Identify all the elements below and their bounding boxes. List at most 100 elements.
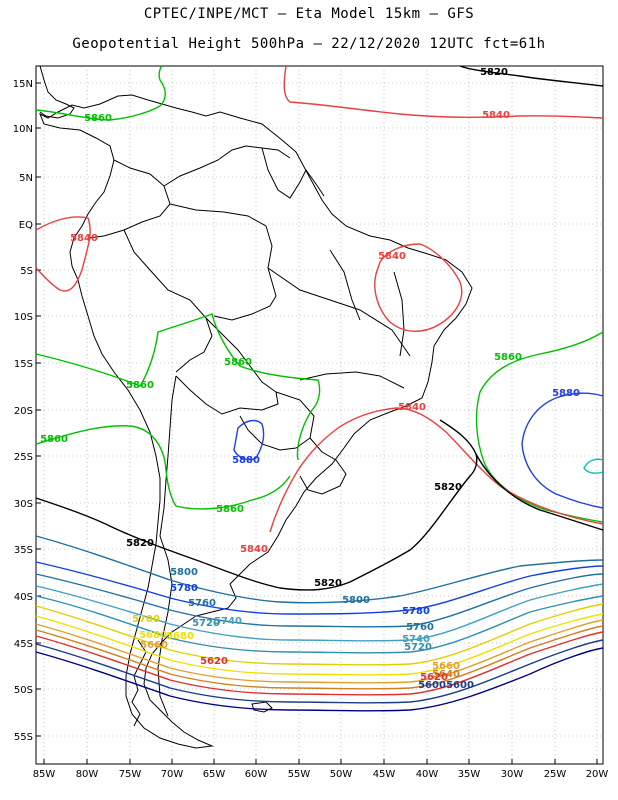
contour-line — [35, 613, 604, 676]
contour-label-5740: 5740 — [402, 634, 430, 645]
lon-tick-label: 70W — [161, 769, 184, 780]
contour-label-5860: 5860 — [84, 113, 112, 124]
central-america-coast — [39, 65, 75, 119]
border-brazil-states-2 — [393, 271, 405, 357]
contour-label-5640: 5640 — [432, 669, 460, 680]
contour-line — [35, 419, 478, 591]
height-contours — [35, 65, 604, 712]
contour-line — [459, 65, 604, 87]
lat-tick-label: 10N — [13, 124, 33, 135]
lon-tick-label: 55W — [288, 769, 311, 780]
lat-tick-label: 55S — [14, 732, 33, 743]
contour-label-5820: 5820 — [314, 578, 342, 589]
south-america-coast — [39, 94, 473, 749]
border-paraguay — [239, 391, 315, 451]
contour-label-5860: 5860 — [126, 380, 154, 391]
contour-line — [35, 425, 291, 510]
border-colombia — [87, 159, 171, 239]
contour-label-5780: 5780 — [170, 583, 198, 594]
map-subtitle: Geopotential Height 500hPa – 22/12/2020 … — [72, 36, 546, 52]
contour-label-5840: 5840 — [398, 402, 426, 413]
lat-tick-label: 5S — [20, 266, 33, 277]
contour-line — [269, 407, 604, 533]
contour-label-5620: 5620 — [420, 672, 448, 683]
contour-line — [374, 243, 463, 332]
contour-label-5620: 5620 — [200, 656, 228, 667]
lon-tick-label: 60W — [245, 769, 268, 780]
contour-label-5880: 5880 — [232, 455, 260, 466]
border-venezuela — [163, 145, 291, 187]
contour-line — [35, 647, 604, 712]
graticule — [36, 66, 603, 764]
map-frame — [35, 65, 604, 765]
lon-tick-label: 75W — [119, 769, 142, 780]
lon-tick-label: 85W — [33, 769, 56, 780]
contour-label-5700: 5700 — [132, 614, 160, 625]
lat-tick-label: 20S — [14, 406, 33, 417]
lat-tick-label: 40S — [14, 592, 33, 603]
contour-line — [233, 419, 265, 461]
contour-label-5840: 5840 — [70, 233, 98, 244]
border-peru — [123, 229, 213, 373]
contour-label-5840: 5840 — [240, 544, 268, 555]
border-brazil-states-1 — [329, 249, 361, 321]
contour-line — [35, 561, 604, 615]
contour-label-5660: 5660 — [140, 640, 168, 651]
lat-tick-label: 5N — [19, 173, 33, 184]
contour-label-5820: 5820 — [434, 482, 462, 493]
contour-label-5820: 5820 — [126, 538, 154, 549]
coastlines — [39, 65, 473, 749]
contour-line — [475, 331, 604, 523]
contour-label-5800: 5800 — [342, 595, 370, 606]
contour-line — [35, 631, 604, 696]
lon-tick-label: 30W — [501, 769, 524, 780]
contour-label-5740: 5740 — [214, 616, 242, 627]
contour-label-5680: 5680 — [139, 630, 167, 641]
contour-label-5720: 5720 — [192, 618, 220, 629]
lat-tick-label: EQ — [19, 220, 33, 231]
contour-label-5880: 5880 — [552, 388, 580, 399]
lat-tick-label: 30S — [14, 499, 33, 510]
border-brazil-inner — [267, 267, 411, 357]
contour-line — [35, 595, 604, 654]
contour-line — [283, 65, 604, 119]
contour-line — [35, 573, 604, 628]
contour-label-5860: 5860 — [494, 352, 522, 363]
contour-label-5760: 5760 — [188, 598, 216, 609]
contour-label-5840: 5840 — [378, 251, 406, 262]
contour-line — [35, 625, 604, 690]
contour-line — [35, 583, 604, 642]
border-argentina-north — [159, 375, 177, 537]
contour-label-5860: 5860 — [224, 357, 252, 368]
contour-label-5660: 5660 — [432, 661, 460, 672]
contour-line — [35, 619, 604, 684]
contour-label-5780: 5780 — [402, 606, 430, 617]
lon-tick-label: 20W — [586, 769, 609, 780]
lon-tick-label: 45W — [373, 769, 396, 780]
border-brazil-states-3 — [299, 371, 405, 389]
contour-label-5600: 5600 — [418, 680, 446, 691]
contour-label-5840: 5840 — [482, 110, 510, 121]
lat-tick-label: 45S — [14, 639, 33, 650]
lat-tick-label: 15S — [14, 359, 33, 370]
chiloe-islands — [131, 639, 147, 727]
lat-tick-label: 50S — [14, 685, 33, 696]
lon-tick-label: 50W — [330, 769, 353, 780]
contour-label-5800: 5800 — [170, 567, 198, 578]
lon-tick-label: 40W — [416, 769, 439, 780]
contour-line — [35, 603, 604, 666]
contour-label-5720: 5720 — [404, 642, 432, 653]
contour-line — [35, 535, 604, 604]
lon-tick-label: 65W — [203, 769, 226, 780]
lat-tick-label: 35S — [14, 545, 33, 556]
border-bolivia — [175, 317, 279, 415]
contour-line — [521, 392, 604, 509]
contour-line — [35, 65, 166, 121]
contour-label-5860: 5860 — [40, 434, 68, 445]
contour-line — [583, 458, 604, 474]
border-brazil-west — [169, 203, 277, 321]
contour-line — [475, 453, 604, 531]
contour-label-5680: 5680 — [166, 631, 194, 642]
border-guianas — [261, 147, 325, 199]
